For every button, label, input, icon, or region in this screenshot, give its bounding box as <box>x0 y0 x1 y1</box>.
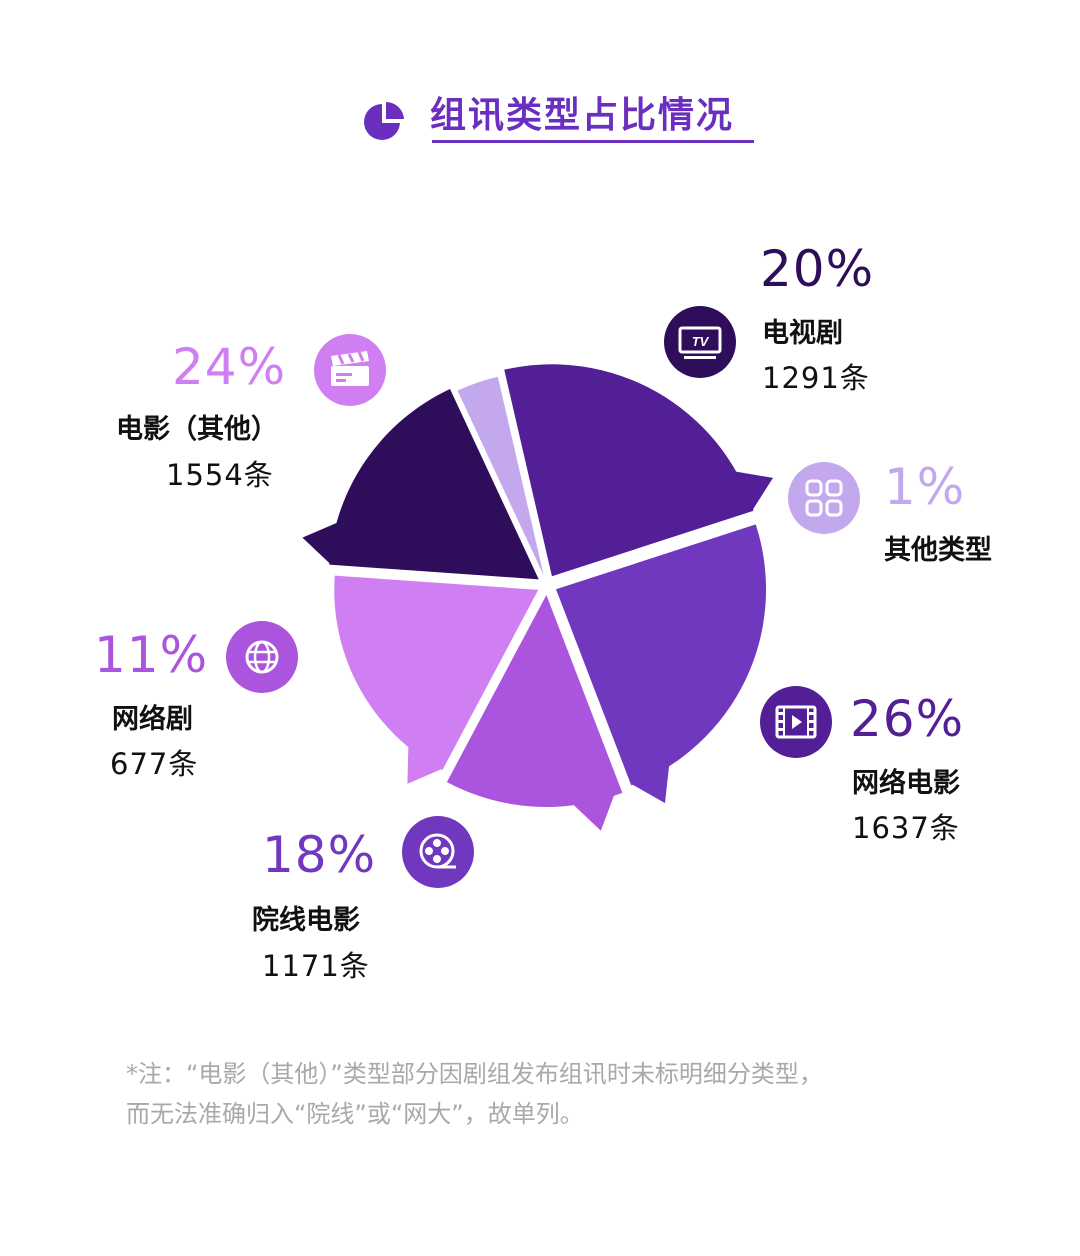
pie-pointer-theater <box>630 763 670 804</box>
slice-count-theater: 1171条 <box>262 949 370 983</box>
slice-percent-web-drama: 11% <box>94 626 209 684</box>
slice-percent-theater: 18% <box>262 826 377 884</box>
svg-text:TV: TV <box>692 334 710 349</box>
chart-title: 组讯类型占比情况 <box>430 95 735 136</box>
slice-name-other: 其他类型 <box>884 535 992 566</box>
slice-name-theater: 院线电影 <box>252 905 360 936</box>
clapperboard-icon-circle <box>314 334 386 406</box>
grid-icon-circle <box>788 462 860 534</box>
slice-count-web-drama: 677条 <box>110 747 199 781</box>
pie-slice-theater <box>556 524 767 786</box>
slice-name-web-movie: 网络电影 <box>852 768 960 799</box>
slice-name-web-drama: 网络剧 <box>112 704 193 735</box>
globe-icon <box>226 621 298 693</box>
pie-slice-tv <box>329 389 539 580</box>
slice-name-tv: 电视剧 <box>762 318 843 349</box>
slice-name-movie-other: 电影（其他） <box>116 414 278 445</box>
slice-count-web-movie: 1637条 <box>852 811 960 845</box>
slice-percent-movie-other: 24% <box>172 338 287 396</box>
title-underline <box>432 140 754 143</box>
pie-pointer-web-movie <box>733 471 774 512</box>
slice-percent-other: 1% <box>884 458 966 516</box>
pie-chart-icon <box>364 100 406 140</box>
footnote: *注：“电影（其他）”类型部分因剧组发布组讯时未标明细分类型， 而无法准确归入“… <box>126 1054 1026 1134</box>
film-strip-icon-circle <box>760 686 832 758</box>
globe-icon-circle <box>226 621 298 693</box>
slice-percent-tv: 20% <box>760 240 875 298</box>
slice-count-movie-other: 1554条 <box>166 458 274 492</box>
footnote-line-1: *注：“电影（其他）”类型部分因剧组发布组讯时未标明细分类型， <box>126 1060 823 1088</box>
pie-pointer-tv <box>302 522 339 565</box>
tv-icon-circle: TV <box>664 306 736 378</box>
footnote-line-2: 而无法准确归入“院线”或“网大”，故单列。 <box>126 1100 584 1128</box>
pie-pointer-web-drama <box>571 793 615 831</box>
chart-header: 组讯类型占比情况 <box>362 86 762 146</box>
grid-icon <box>788 462 860 534</box>
film-strip-icon <box>760 686 832 758</box>
clapperboard-icon <box>314 334 386 406</box>
film-reel-icon <box>402 816 474 888</box>
pie-slice-web-drama <box>446 594 623 807</box>
slice-percent-web-movie: 26% <box>850 690 965 748</box>
pie-slice-web-movie <box>504 364 754 577</box>
tv-icon: TV <box>664 306 736 378</box>
pie-slice-other <box>457 376 544 576</box>
pie-pointer-movie-other <box>407 744 444 784</box>
pie-slice-movie-other <box>334 575 539 770</box>
slice-count-tv: 1291条 <box>762 361 870 395</box>
film-reel-icon-circle <box>402 816 474 888</box>
